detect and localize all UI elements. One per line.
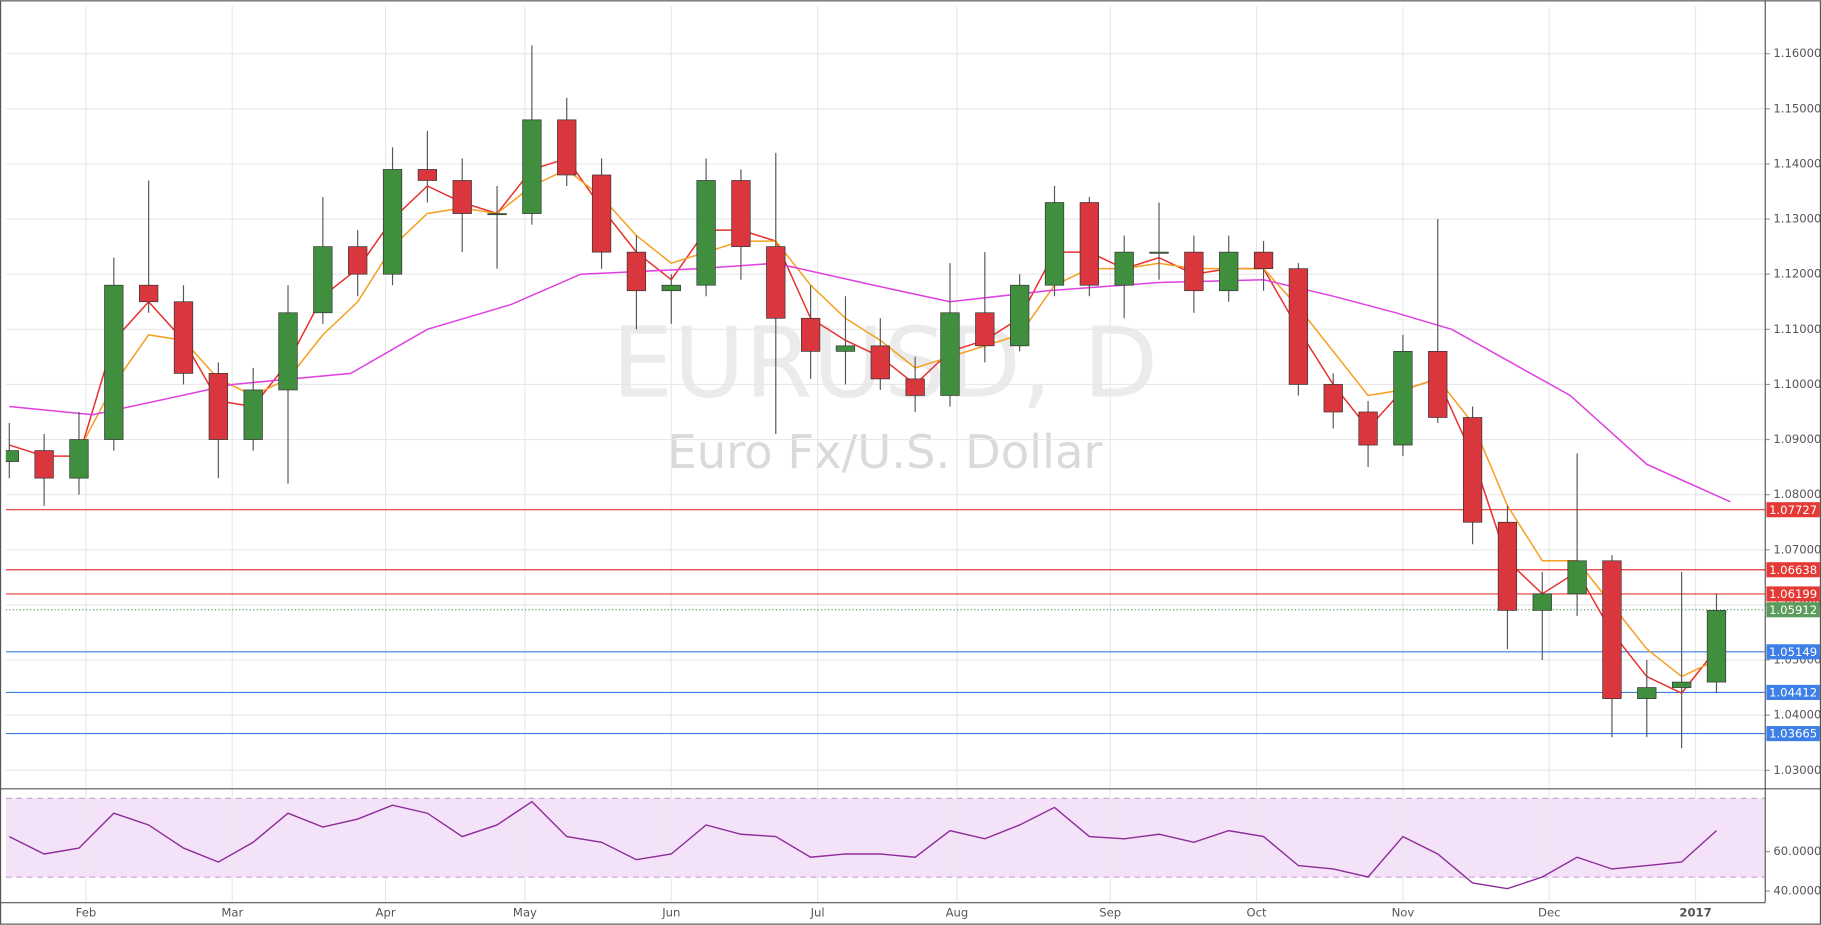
rsi-line [8, 800, 1717, 890]
x-tick-label: Jun [661, 906, 680, 920]
candle-body [1184, 251, 1204, 292]
candle-body [940, 312, 960, 396]
candle-body [766, 246, 786, 319]
candle-body [591, 174, 612, 253]
level-tag-label: 1.06638 [1769, 563, 1817, 577]
y-tick-label: 1.11000 [1773, 322, 1821, 336]
candle-body [1602, 560, 1622, 699]
candle-body [5, 450, 19, 462]
candle-body [278, 312, 298, 391]
x-tick-label: Jul [810, 906, 825, 920]
level-tag-label: 1.03665 [1769, 727, 1817, 741]
candle-body [557, 119, 577, 176]
candle-body [1358, 411, 1378, 446]
rsi-panel [5, 790, 1766, 902]
y-tick-label: 1.10000 [1773, 377, 1821, 391]
x-tick-label: Aug [946, 906, 969, 920]
level-tag-label: 1.04412 [1769, 686, 1817, 700]
level-tag-label: 1.05912 [1769, 603, 1817, 617]
x-tick-label: Oct [1247, 906, 1268, 920]
moving-average [9, 262, 1731, 503]
candle-body [1288, 268, 1309, 385]
watermark-subtitle: Euro Fx/U.S. Dollar [667, 425, 1103, 479]
y-tick-label: 60.0000 [1773, 844, 1821, 858]
y-tick-label: 1.16000 [1773, 46, 1821, 60]
candle-body [1149, 251, 1169, 254]
candle-body [661, 284, 681, 292]
x-tick-label: 2017 [1679, 906, 1711, 920]
candle-body [34, 450, 54, 479]
x-tick-label: Feb [76, 906, 97, 920]
y-tick-label: 1.04000 [1773, 708, 1821, 722]
candle-body [975, 312, 995, 347]
price-panel [5, 6, 1766, 788]
candle-body [139, 284, 159, 303]
candle-body [1010, 284, 1030, 347]
level-tag [1766, 684, 1820, 700]
candle-body [1219, 251, 1239, 292]
y-tick-label: 1.12000 [1773, 267, 1821, 281]
x-tick-label: Mar [221, 906, 243, 920]
candle-body [243, 389, 263, 440]
candle-body [452, 180, 472, 214]
candle-body [1079, 202, 1099, 286]
x-tick-label: Dec [1538, 906, 1560, 920]
candle-body [1428, 351, 1448, 418]
level-tag [1766, 586, 1820, 602]
candle-body [731, 180, 751, 247]
rsi-band [5, 798, 1766, 878]
candle-body [696, 180, 716, 286]
candle-body [1706, 610, 1727, 683]
candle-body [1323, 384, 1343, 413]
y-tick-label: 1.08000 [1773, 487, 1821, 501]
level-tag [1766, 726, 1820, 742]
level-tag [1766, 602, 1820, 618]
level-tag [1766, 644, 1820, 660]
x-tick-label: Sep [1099, 906, 1121, 920]
candle-body [487, 213, 507, 216]
candle-body [626, 251, 647, 292]
level-tag-label: 1.07727 [1769, 503, 1817, 517]
y-tick-label: 1.09000 [1773, 432, 1821, 446]
y-tick-label: 1.03000 [1773, 763, 1821, 777]
level-tag-label: 1.06199 [1769, 587, 1817, 601]
candle-body [1393, 351, 1413, 446]
candle-body [69, 439, 89, 479]
level-tag [1766, 502, 1820, 518]
y-tick-label: 1.13000 [1773, 212, 1821, 226]
candle-body [1253, 251, 1274, 270]
candle-body [1637, 687, 1657, 699]
candle-body [835, 345, 856, 352]
candle-body [905, 378, 925, 396]
candle-body [104, 284, 124, 440]
candle-body [208, 373, 228, 440]
candle-body [1671, 681, 1692, 688]
y-tick-label: 1.14000 [1773, 156, 1821, 170]
candle-body [417, 169, 438, 181]
candle-body [522, 119, 542, 214]
candle-body [313, 246, 333, 314]
candle-body [870, 345, 890, 380]
candle-body [1532, 593, 1552, 611]
candle-body [1497, 521, 1518, 611]
y-tick-label: 40.0000 [1773, 884, 1821, 898]
level-tag [1766, 562, 1820, 578]
candle-body [382, 169, 403, 275]
candle-body [348, 246, 368, 275]
candle-body [173, 301, 194, 374]
candle-body [800, 317, 821, 352]
candle-body [1044, 202, 1065, 286]
candle-body [1114, 251, 1134, 286]
level-tag-label: 1.05149 [1769, 645, 1817, 659]
x-tick-label: Nov [1392, 906, 1415, 920]
x-tick-label: May [513, 906, 537, 920]
y-tick-label: 1.07000 [1773, 542, 1821, 556]
candle-body [1567, 560, 1587, 595]
candle-body [1462, 417, 1483, 523]
y-tick-label: 1.15000 [1773, 101, 1821, 115]
x-tick-label: Apr [376, 906, 396, 920]
